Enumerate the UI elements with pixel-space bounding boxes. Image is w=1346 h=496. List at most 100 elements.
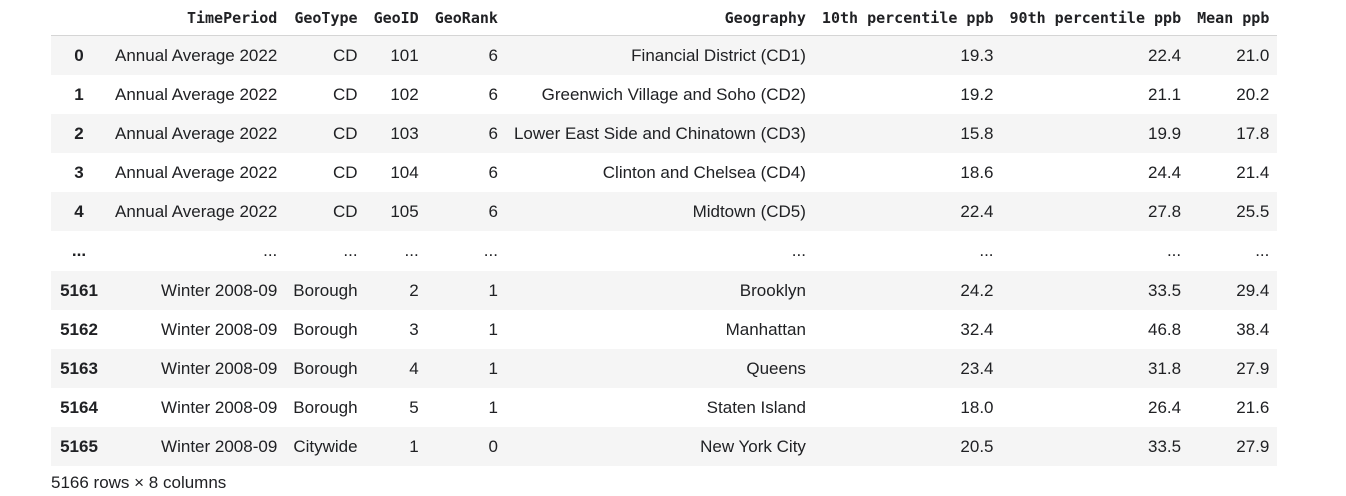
table-cell: 19.2 xyxy=(960,84,994,104)
table-row: 1 Annual Average 2022 CD 102 6 Greenwich Vill… xyxy=(51,75,1278,114)
table-cell: 101 xyxy=(390,45,419,65)
table-cell: 33.5 xyxy=(1148,436,1182,456)
table-cell: Winter 2008-09 xyxy=(161,358,278,378)
table-cell: 15.8 xyxy=(960,123,994,143)
table-cell: 38.4 xyxy=(1236,319,1270,339)
table-cell: ... xyxy=(1166,241,1182,260)
table-row: 2 Annual Average 2022 CD 103 6 Lower East Sid… xyxy=(51,114,1278,153)
table-cell: 1 xyxy=(488,397,498,417)
table-cell: 46.8 xyxy=(1148,319,1182,339)
table-cell: 1 xyxy=(488,280,498,300)
row-index: 5161 xyxy=(60,280,98,300)
table-cell: Annual Average 2022 xyxy=(115,45,278,65)
table-cell: New York City xyxy=(700,436,806,456)
table-cell: 18.0 xyxy=(960,397,994,417)
row-index: 5162 xyxy=(60,319,98,339)
table-cell: Annual Average 2022 xyxy=(115,84,278,104)
table-cell: CD xyxy=(333,84,358,104)
table-cell: 24.2 xyxy=(960,280,994,300)
table-cell: 0 xyxy=(488,436,498,456)
table-cell: 104 xyxy=(390,162,419,182)
table-cell: Winter 2008-09 xyxy=(161,280,278,300)
table-cell: 22.4 xyxy=(1148,45,1182,65)
table-cell: 6 xyxy=(488,84,498,104)
table-cell: ... xyxy=(263,241,278,260)
table-cell: 1 xyxy=(409,436,419,456)
table-cell: ... xyxy=(404,241,419,260)
table-row: 4 Annual Average 2022 CD 105 6 Midtown (CD5) 2… xyxy=(51,192,1278,231)
column-header: Geography xyxy=(505,0,814,36)
table-cell: Midtown (CD5) xyxy=(692,201,806,221)
table-cell: 17.8 xyxy=(1236,123,1270,143)
table-cell: Clinton and Chelsea (CD4) xyxy=(602,162,806,182)
table-cell: 22.4 xyxy=(960,201,994,221)
table-cell: Annual Average 2022 xyxy=(115,123,278,143)
table-row: 5163 Winter 2008-09 Borough 4 1 Queens 23.4 31.… xyxy=(51,349,1278,388)
table-cell: 31.8 xyxy=(1148,358,1182,378)
table-cell: CD xyxy=(333,162,358,182)
table-cell: 19.9 xyxy=(1148,123,1182,143)
column-header: 10th percentile ppb xyxy=(813,0,1002,36)
table-cell: Manhattan xyxy=(725,319,806,339)
column-header: 90th percentile ppb xyxy=(1001,0,1190,36)
table-cell: ... xyxy=(979,241,994,260)
table-cell: ... xyxy=(791,241,806,260)
table-cell: 27.9 xyxy=(1236,436,1270,456)
row-index: 5163 xyxy=(60,358,98,378)
table-cell: 24.4 xyxy=(1148,162,1182,182)
header-row: TimePeriod GeoType GeoID GeoRank Geograp… xyxy=(51,0,1278,36)
table-cell: Citywide xyxy=(293,436,358,456)
row-index: 1 xyxy=(74,84,84,104)
table-cell: 4 xyxy=(409,358,419,378)
table-cell: 21.1 xyxy=(1148,84,1182,104)
table-cell: 25.5 xyxy=(1236,201,1270,221)
column-header: Mean ppb xyxy=(1189,0,1278,36)
table-cell: Winter 2008-09 xyxy=(161,436,278,456)
table-row: 5164 Winter 2008-09 Borough 5 1 Staten Island… xyxy=(51,388,1278,427)
table-cell: 21.6 xyxy=(1236,397,1270,417)
table-cell: Financial District (CD1) xyxy=(631,45,806,65)
table-cell: 23.4 xyxy=(960,358,994,378)
table-cell: Winter 2008-09 xyxy=(161,397,278,417)
index-header xyxy=(51,0,107,36)
table-cell: Borough xyxy=(293,280,358,300)
table-cell: 6 xyxy=(488,201,498,221)
table-cell: Brooklyn xyxy=(739,280,806,300)
column-header: GeoRank xyxy=(426,0,506,36)
table-cell: 6 xyxy=(488,45,498,65)
column-header: GeoType xyxy=(285,0,366,36)
row-index: 5165 xyxy=(60,436,98,456)
table-cell: 18.6 xyxy=(960,162,994,182)
table-cell: 21.4 xyxy=(1236,162,1270,182)
row-index: 3 xyxy=(74,162,84,182)
table-cell: Borough xyxy=(293,319,358,339)
table-cell: 1 xyxy=(488,358,498,378)
table-row: 5162 Winter 2008-09 Borough 3 1 Manhattan 32.4… xyxy=(51,310,1278,349)
dataframe-shape-label: 5166 rows × 8 columns xyxy=(51,473,227,492)
row-index: 4 xyxy=(74,201,84,221)
table-cell: 19.3 xyxy=(960,45,994,65)
table-cell: 6 xyxy=(488,123,498,143)
table-cell: 103 xyxy=(390,123,419,143)
dataframe-table: TimePeriod GeoType GeoID GeoRank Geograp… xyxy=(51,0,1278,466)
table-cell: Queens xyxy=(746,358,806,378)
table-cell: ... xyxy=(483,241,498,260)
table-cell: 33.5 xyxy=(1148,280,1182,300)
dataframe-output: TimePeriod GeoType GeoID GeoRank Geograp… xyxy=(51,0,1278,466)
table-cell: ... xyxy=(1255,241,1270,260)
table-row: ........................... xyxy=(51,231,1278,271)
table-cell: Annual Average 2022 xyxy=(115,162,278,182)
table-cell: Borough xyxy=(293,397,358,417)
table-cell: 1 xyxy=(488,319,498,339)
row-index: ... xyxy=(71,241,87,260)
table-cell: 105 xyxy=(390,201,419,221)
table-cell: CD xyxy=(333,45,358,65)
column-header: TimePeriod xyxy=(107,0,286,36)
table-row: 0 Annual Average 2022 CD 101 6 Financial Dist… xyxy=(51,35,1278,75)
column-header: GeoID xyxy=(365,0,427,36)
table-cell: 20.5 xyxy=(960,436,994,456)
table-cell: Annual Average 2022 xyxy=(115,201,278,221)
table-cell: Greenwich Village and Soho (CD2) xyxy=(541,84,806,104)
table-cell: 27.8 xyxy=(1148,201,1182,221)
table-cell: 26.4 xyxy=(1148,397,1182,417)
